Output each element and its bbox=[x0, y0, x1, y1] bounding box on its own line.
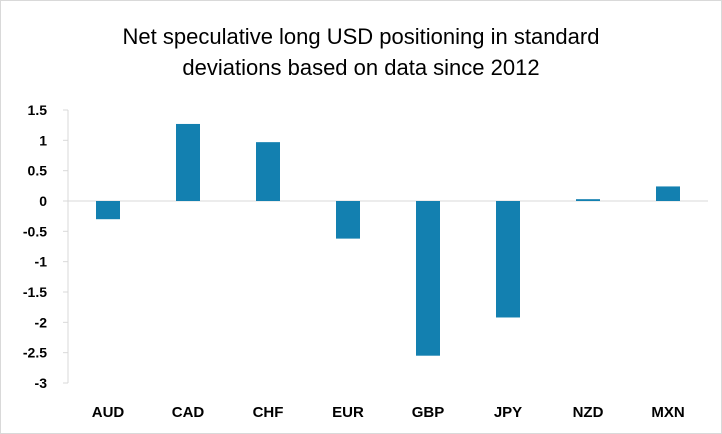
bar-mxn bbox=[656, 186, 680, 201]
chart-title: Net speculative long USD positioning in … bbox=[1, 21, 721, 83]
y-tick-label: -3 bbox=[35, 375, 48, 391]
bar-jpy bbox=[496, 201, 520, 318]
x-tick-label-eur: EUR bbox=[332, 404, 364, 421]
x-tick-label-nzd: NZD bbox=[573, 404, 604, 421]
bar-aud bbox=[96, 201, 120, 220]
x-tick-label-cad: CAD bbox=[172, 404, 205, 421]
y-tick-label: 1 bbox=[39, 132, 47, 148]
x-tick-label-gbp: GBP bbox=[412, 404, 445, 421]
x-axis: AUD CAD CHF EUR GBP JPY NZD MXN bbox=[68, 200, 708, 421]
x-tick-label-mxn: MXN bbox=[651, 404, 684, 421]
y-tick-label: -2.5 bbox=[23, 345, 47, 361]
y-tick-label: 0.5 bbox=[28, 163, 48, 179]
bar-chf bbox=[256, 142, 280, 201]
bar-eur bbox=[336, 201, 360, 239]
x-tick-label-jpy: JPY bbox=[494, 404, 522, 421]
y-axis: 1.5 1 0.5 0 -0.5 -1 -1.5 -2 -2.5 -3 bbox=[23, 102, 69, 391]
bar-gbp bbox=[416, 201, 440, 356]
y-tick-label: 1.5 bbox=[28, 102, 48, 118]
y-tick-label: -2 bbox=[35, 314, 48, 330]
chart-title-line-2: deviations based on data since 2012 bbox=[182, 55, 540, 80]
bars bbox=[96, 123, 680, 356]
chart-title-line-1: Net speculative long USD positioning in … bbox=[122, 24, 600, 49]
x-tick-label-chf: CHF bbox=[253, 404, 284, 421]
bar-nzd bbox=[576, 199, 600, 201]
y-tick-label: -0.5 bbox=[23, 223, 47, 239]
y-tick-label: -1.5 bbox=[23, 284, 47, 300]
y-tick-label: -1 bbox=[35, 254, 48, 270]
x-tick-label-aud: AUD bbox=[92, 404, 125, 421]
y-tick-label: 0 bbox=[39, 193, 47, 209]
bar-cad bbox=[176, 123, 200, 201]
